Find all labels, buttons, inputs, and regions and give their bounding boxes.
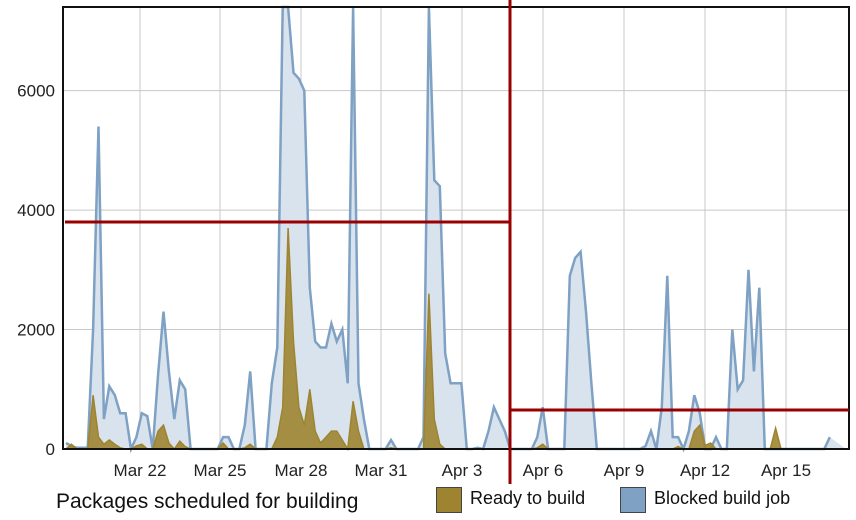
legend-title: Packages scheduled for building: [56, 490, 359, 513]
x-tick-label-7: Apr 12: [680, 461, 730, 480]
chart: 0 2000 4000 6000 Mar 22 Mar 25 Mar 28 Mar 31 Ap…: [17, 0, 850, 484]
x-tick-label-0: Mar 22: [114, 461, 167, 480]
x-axis-ticks: Mar 22 Mar 25 Mar 28 Mar 31 Apr 3 Apr 6 Apr 9 A…: [114, 461, 812, 480]
y-tick-label-2: 4000: [17, 201, 55, 220]
plot-frame: [62, 6, 850, 450]
y-tick-label-3: 6000: [17, 82, 55, 101]
legend-label-blocked: Blocked build job: [654, 488, 791, 508]
y-tick-label-1: 2000: [17, 321, 55, 340]
x-tick-label-4: Apr 3: [442, 461, 483, 480]
legend: Packages scheduled for building Ready to…: [0, 484, 856, 520]
legend-label-ready: Ready to build: [470, 488, 586, 508]
plot-background: [63, 7, 849, 449]
y-axis-ticks: 0 2000 4000 6000: [17, 82, 55, 459]
x-tick-label-6: Apr 9: [604, 461, 645, 480]
x-tick-label-3: Mar 31: [355, 461, 408, 480]
legend-swatch-ready: [436, 487, 462, 513]
x-tick-label-1: Mar 25: [194, 461, 247, 480]
x-tick-label-5: Apr 6: [523, 461, 564, 480]
overlay-lines: [65, 0, 849, 484]
y-tick-label-0: 0: [46, 440, 55, 459]
x-tick-label-8: Apr 15: [761, 461, 811, 480]
x-tick-label-2: Mar 28: [275, 461, 328, 480]
legend-swatch-blocked: [620, 487, 646, 513]
